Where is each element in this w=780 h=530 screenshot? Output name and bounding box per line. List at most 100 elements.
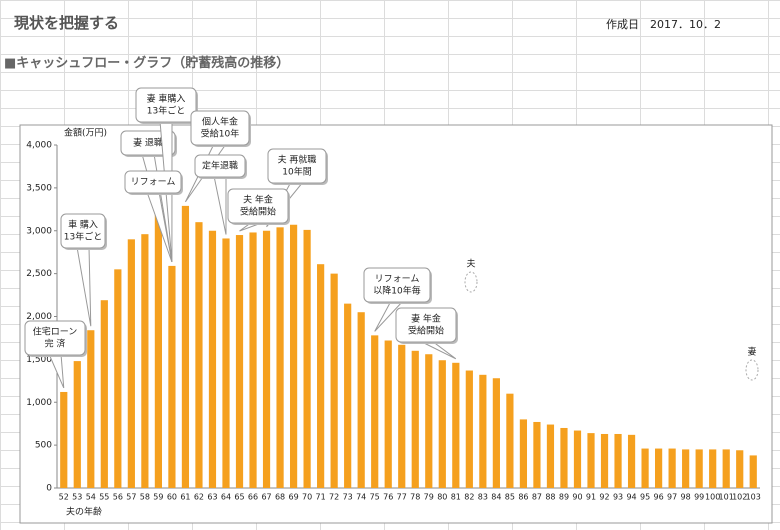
x-tick-label: 53 bbox=[72, 493, 82, 502]
annotation: 定年退職 bbox=[202, 160, 238, 172]
bar bbox=[195, 222, 203, 489]
bar bbox=[587, 433, 595, 488]
x-tick-label: 74 bbox=[356, 493, 366, 502]
bar bbox=[303, 229, 311, 488]
y-tick-label: 3,500 bbox=[26, 183, 52, 193]
bar bbox=[73, 361, 81, 488]
x-tick-label: 79 bbox=[424, 493, 434, 502]
bar bbox=[452, 362, 460, 488]
x-tick-label: 87 bbox=[532, 493, 542, 502]
bar bbox=[722, 449, 730, 488]
bar bbox=[709, 449, 717, 488]
x-tick-label: 73 bbox=[343, 493, 353, 502]
x-tick-label: 78 bbox=[410, 493, 420, 502]
bar bbox=[573, 430, 582, 488]
callout bbox=[60, 213, 106, 249]
bar bbox=[222, 238, 230, 488]
callout bbox=[24, 320, 86, 356]
bar bbox=[276, 227, 284, 488]
annotation: 妻 年金 bbox=[411, 313, 441, 325]
bar bbox=[411, 350, 419, 488]
bar bbox=[600, 433, 609, 488]
x-tick-label: 94 bbox=[626, 493, 636, 502]
x-axis-label: 夫の年齢 bbox=[66, 506, 102, 518]
annotation: リフォーム bbox=[375, 274, 420, 285]
x-tick-label: 85 bbox=[505, 493, 515, 502]
bar bbox=[371, 335, 379, 488]
callout bbox=[227, 188, 289, 224]
y-tick-label: 2,500 bbox=[26, 269, 52, 279]
x-tick-label: 58 bbox=[140, 493, 150, 502]
bar bbox=[154, 204, 162, 489]
annotation: 妻 退職 bbox=[133, 137, 163, 149]
x-tick-label: 67 bbox=[261, 493, 271, 502]
annotation: 夫 再就職 bbox=[278, 154, 317, 166]
x-tick-label: 93 bbox=[613, 493, 623, 502]
callout bbox=[190, 110, 250, 146]
callout bbox=[135, 87, 197, 123]
bar bbox=[533, 421, 541, 488]
bar bbox=[344, 303, 352, 488]
x-tick-label: 57 bbox=[126, 493, 136, 502]
bar bbox=[627, 434, 636, 488]
bar bbox=[655, 448, 663, 488]
x-tick-label: 86 bbox=[518, 493, 528, 502]
bar bbox=[546, 424, 555, 488]
bar bbox=[438, 360, 446, 488]
bar bbox=[262, 230, 271, 488]
x-tick-label: 100 bbox=[705, 493, 720, 502]
annotation: 妻 車購入 bbox=[147, 93, 186, 105]
annotation: 夫 bbox=[466, 258, 475, 270]
bar bbox=[235, 235, 244, 488]
x-tick-label: 88 bbox=[545, 493, 555, 502]
x-tick-label: 84 bbox=[491, 493, 501, 502]
annotation: 受給10年 bbox=[201, 128, 239, 140]
x-tick-label: 83 bbox=[478, 493, 488, 502]
bar bbox=[695, 449, 703, 488]
bar bbox=[736, 450, 744, 488]
annotation: 以降10年毎 bbox=[373, 285, 420, 297]
bar bbox=[479, 374, 487, 488]
x-tick-label: 63 bbox=[207, 493, 217, 502]
bar bbox=[168, 265, 176, 488]
x-tick-label: 61 bbox=[180, 493, 190, 502]
bar bbox=[100, 300, 108, 488]
x-tick-label: 65 bbox=[234, 493, 244, 502]
callout bbox=[194, 154, 246, 178]
annotation: 13年ごと bbox=[147, 105, 185, 117]
bar bbox=[682, 449, 690, 488]
bar bbox=[181, 205, 190, 488]
x-tick-label: 91 bbox=[586, 493, 596, 502]
x-tick-label: 75 bbox=[370, 493, 380, 502]
bar bbox=[614, 433, 622, 488]
bar bbox=[330, 273, 338, 488]
y-tick-label: 0 bbox=[46, 484, 52, 494]
bar bbox=[384, 340, 392, 488]
x-tick-label: 89 bbox=[559, 493, 569, 502]
callout bbox=[267, 148, 327, 184]
x-tick-label: 96 bbox=[654, 493, 664, 502]
section-title: ■キャッシュフロー・グラフ（貯蓄残高の推移） bbox=[4, 56, 290, 71]
bar bbox=[141, 234, 149, 488]
x-tick-label: 80 bbox=[437, 493, 447, 502]
annotation: 13年ごと bbox=[64, 231, 102, 243]
date: 2017．10．2 bbox=[650, 18, 721, 31]
x-tick-label: 55 bbox=[99, 493, 109, 502]
bar bbox=[249, 232, 257, 488]
x-tick-label: 99 bbox=[694, 493, 704, 502]
x-tick-label: 81 bbox=[451, 493, 461, 502]
annotation: 夫 年金 bbox=[243, 194, 273, 206]
x-tick-label: 59 bbox=[153, 493, 163, 502]
bar bbox=[127, 239, 135, 488]
bar bbox=[425, 354, 433, 488]
bar bbox=[208, 230, 217, 488]
x-tick-label: 77 bbox=[397, 493, 407, 502]
bar bbox=[506, 393, 514, 488]
callout bbox=[124, 170, 182, 194]
x-tick-label: 60 bbox=[167, 493, 177, 502]
x-tick-label: 101 bbox=[719, 493, 734, 502]
x-tick-label: 95 bbox=[640, 493, 650, 502]
bar bbox=[398, 344, 406, 488]
